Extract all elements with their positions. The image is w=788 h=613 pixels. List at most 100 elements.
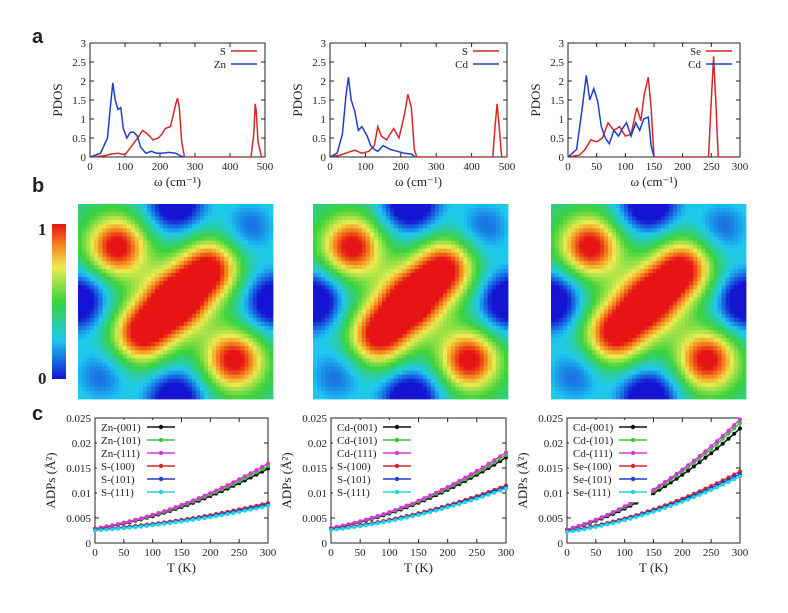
heatmap-cell bbox=[244, 252, 250, 258]
heatmap-cell bbox=[151, 273, 156, 278]
data-point bbox=[202, 516, 207, 521]
heatmap-cell bbox=[220, 252, 225, 258]
heatmap-cell bbox=[134, 240, 140, 246]
heatmap-cell bbox=[361, 366, 367, 371]
heatmap-cell bbox=[191, 338, 197, 343]
heatmap-cell bbox=[256, 269, 262, 274]
data-point bbox=[196, 496, 201, 501]
data-point bbox=[352, 520, 357, 525]
heatmap-cell bbox=[151, 382, 156, 388]
heatmap-cell bbox=[147, 394, 152, 400]
heatmap-cell bbox=[430, 289, 436, 294]
heatmap-cell bbox=[398, 317, 403, 323]
heatmap-cell bbox=[102, 216, 107, 221]
heatmap-cell bbox=[102, 346, 107, 351]
heatmap-cell bbox=[163, 321, 168, 327]
heatmap-cell bbox=[236, 329, 241, 335]
heatmap-cell bbox=[114, 370, 120, 376]
heatmap-cell bbox=[321, 362, 326, 367]
heatmap-cell bbox=[382, 204, 387, 209]
heatmap-cell bbox=[260, 216, 266, 221]
y-tick-label: 0.5 bbox=[312, 133, 326, 145]
heatmap-cell bbox=[321, 358, 326, 363]
heatmap-cell bbox=[459, 297, 464, 302]
heatmap-cell bbox=[240, 281, 245, 286]
heatmap-cell bbox=[252, 317, 258, 323]
heatmap-cell bbox=[232, 228, 237, 233]
x-tick-label: 0 bbox=[87, 161, 93, 173]
heatmap-cell bbox=[195, 236, 201, 241]
heatmap-cell bbox=[418, 382, 424, 388]
heatmap-cell bbox=[438, 329, 444, 335]
heatmap-cell bbox=[337, 269, 342, 274]
heatmap-cell bbox=[191, 228, 197, 233]
heatmap-cell bbox=[203, 378, 209, 384]
heatmap-cell bbox=[382, 277, 387, 282]
heatmap-cell bbox=[171, 277, 176, 282]
heatmap-cell bbox=[406, 378, 411, 384]
heatmap-cell bbox=[183, 382, 189, 388]
heatmap-cell bbox=[216, 228, 221, 233]
heatmap-cell bbox=[143, 269, 148, 274]
heatmap-cell bbox=[199, 277, 205, 282]
heatmap-cell bbox=[187, 212, 193, 217]
heatmap-cell bbox=[426, 374, 432, 380]
heatmap-cell bbox=[447, 394, 452, 400]
heatmap-cell bbox=[110, 260, 115, 266]
heatmap-cell bbox=[443, 390, 448, 396]
data-point bbox=[486, 461, 491, 466]
heatmap-cell bbox=[110, 378, 115, 384]
heatmap-cell bbox=[106, 390, 111, 396]
heatmap-cell bbox=[438, 338, 444, 343]
heatmap-cell bbox=[203, 321, 209, 327]
heatmap-cell bbox=[191, 220, 197, 225]
data-point bbox=[738, 474, 742, 479]
heatmap-cell bbox=[394, 362, 399, 367]
heatmap-cell bbox=[86, 354, 91, 359]
heatmap-cell bbox=[361, 277, 367, 282]
heatmap-cell bbox=[208, 236, 213, 241]
heatmap-cell bbox=[451, 386, 456, 392]
heatmap-cell bbox=[313, 370, 318, 376]
heatmap-cell bbox=[438, 301, 444, 306]
heatmap-cell bbox=[175, 317, 180, 323]
heatmap-cell bbox=[406, 289, 411, 294]
heatmap-cell bbox=[256, 354, 262, 359]
y-tick-label: 3 bbox=[81, 38, 87, 50]
data-point bbox=[410, 514, 415, 519]
data-point bbox=[214, 488, 219, 493]
heatmap-cell bbox=[268, 334, 274, 339]
heatmap-cell bbox=[232, 362, 237, 367]
heatmap-cell bbox=[394, 321, 399, 327]
heatmap-cell bbox=[357, 204, 363, 209]
y-axis-label: ADPs (Å²) bbox=[515, 452, 530, 508]
heatmap-cell bbox=[126, 289, 132, 294]
heatmap-cell bbox=[126, 281, 132, 286]
heatmap-cell bbox=[317, 317, 322, 323]
heatmap-cell bbox=[138, 252, 144, 258]
heatmap-cell bbox=[434, 317, 440, 323]
heatmap-cell bbox=[199, 212, 205, 217]
heatmap-cell bbox=[138, 309, 144, 315]
heatmap-cell bbox=[82, 346, 87, 351]
heatmap-cell bbox=[333, 208, 338, 213]
heatmap-cell bbox=[126, 273, 132, 278]
heatmap-cell bbox=[155, 252, 160, 258]
heatmap-cell bbox=[151, 220, 156, 225]
heatmap-cell bbox=[443, 281, 448, 286]
heatmap-cell bbox=[220, 208, 225, 213]
data-point bbox=[393, 518, 398, 523]
heatmap-cell bbox=[208, 309, 213, 315]
data-point bbox=[434, 490, 438, 495]
heatmap-cell bbox=[434, 273, 440, 278]
heatmap-cell bbox=[102, 228, 107, 233]
heatmap-cell bbox=[394, 264, 399, 270]
heatmap-cell bbox=[216, 313, 221, 319]
heatmap-cell bbox=[414, 358, 420, 363]
x-tick-label: 0 bbox=[327, 161, 333, 173]
heatmap-cell bbox=[406, 370, 411, 376]
heatmap-cell bbox=[406, 264, 411, 270]
heatmap-cell bbox=[138, 248, 144, 254]
heatmap-cell bbox=[390, 334, 395, 339]
heatmap-cell bbox=[94, 313, 99, 319]
